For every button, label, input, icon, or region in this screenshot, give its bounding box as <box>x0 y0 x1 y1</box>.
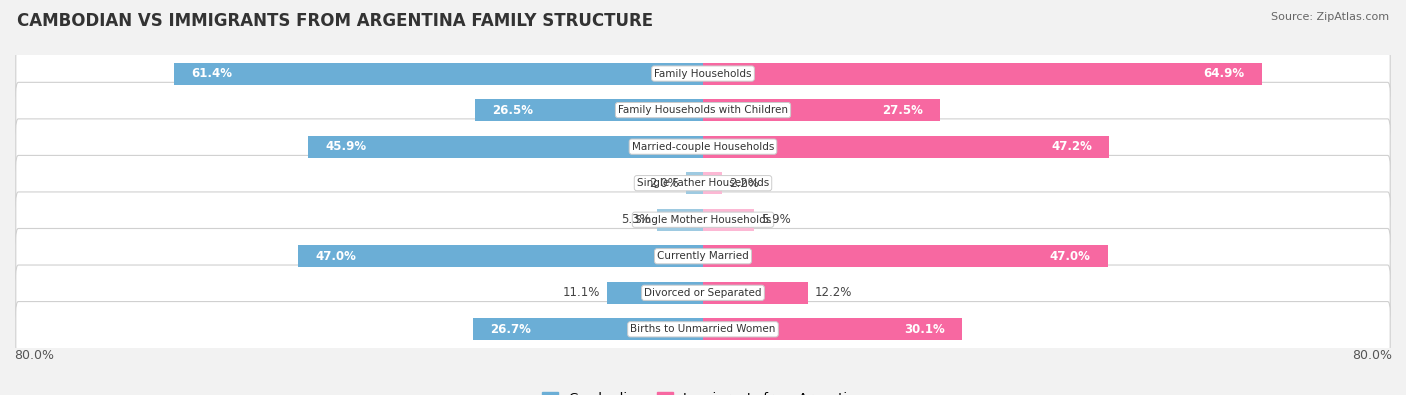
Text: 61.4%: 61.4% <box>191 67 232 80</box>
Text: 5.3%: 5.3% <box>621 213 651 226</box>
Text: CAMBODIAN VS IMMIGRANTS FROM ARGENTINA FAMILY STRUCTURE: CAMBODIAN VS IMMIGRANTS FROM ARGENTINA F… <box>17 12 652 30</box>
Text: 64.9%: 64.9% <box>1204 67 1244 80</box>
Text: 47.2%: 47.2% <box>1052 140 1092 153</box>
Bar <box>686 172 703 194</box>
Bar <box>308 136 703 158</box>
Bar <box>475 99 703 121</box>
Bar <box>703 282 808 304</box>
Text: 30.1%: 30.1% <box>904 323 945 336</box>
Bar <box>703 209 754 231</box>
Text: 45.9%: 45.9% <box>325 140 366 153</box>
Text: 11.1%: 11.1% <box>564 286 600 299</box>
FancyBboxPatch shape <box>15 228 1391 284</box>
Text: Single Father Households: Single Father Households <box>637 178 769 188</box>
Bar <box>703 62 1263 85</box>
Text: 26.7%: 26.7% <box>491 323 531 336</box>
Text: Divorced or Separated: Divorced or Separated <box>644 288 762 298</box>
Legend: Cambodian, Immigrants from Argentina: Cambodian, Immigrants from Argentina <box>541 392 865 395</box>
FancyBboxPatch shape <box>15 119 1391 175</box>
Text: Family Households: Family Households <box>654 69 752 79</box>
Text: 12.2%: 12.2% <box>815 286 852 299</box>
FancyBboxPatch shape <box>15 155 1391 211</box>
Bar <box>607 282 703 304</box>
Bar <box>472 318 703 340</box>
Text: 47.0%: 47.0% <box>315 250 356 263</box>
Text: 5.9%: 5.9% <box>761 213 790 226</box>
Text: Births to Unmarried Women: Births to Unmarried Women <box>630 324 776 334</box>
Text: Single Mother Households: Single Mother Households <box>636 215 770 225</box>
Bar <box>658 209 703 231</box>
FancyBboxPatch shape <box>15 301 1391 357</box>
Text: 47.0%: 47.0% <box>1050 250 1091 263</box>
Text: 80.0%: 80.0% <box>1353 350 1392 363</box>
Bar <box>703 245 1108 267</box>
Bar <box>703 318 962 340</box>
Text: 26.5%: 26.5% <box>492 103 533 117</box>
Text: 2.0%: 2.0% <box>650 177 679 190</box>
Bar <box>298 245 703 267</box>
Bar <box>174 62 703 85</box>
Bar <box>703 136 1109 158</box>
Bar <box>703 99 939 121</box>
FancyBboxPatch shape <box>15 265 1391 321</box>
Text: 80.0%: 80.0% <box>14 350 53 363</box>
Text: 27.5%: 27.5% <box>882 103 922 117</box>
FancyBboxPatch shape <box>15 82 1391 138</box>
Text: Source: ZipAtlas.com: Source: ZipAtlas.com <box>1271 12 1389 22</box>
FancyBboxPatch shape <box>15 192 1391 248</box>
Text: Currently Married: Currently Married <box>657 251 749 261</box>
Bar <box>703 172 721 194</box>
Text: Family Households with Children: Family Households with Children <box>619 105 787 115</box>
Text: Married-couple Households: Married-couple Households <box>631 142 775 152</box>
FancyBboxPatch shape <box>15 46 1391 102</box>
Text: 2.2%: 2.2% <box>728 177 759 190</box>
